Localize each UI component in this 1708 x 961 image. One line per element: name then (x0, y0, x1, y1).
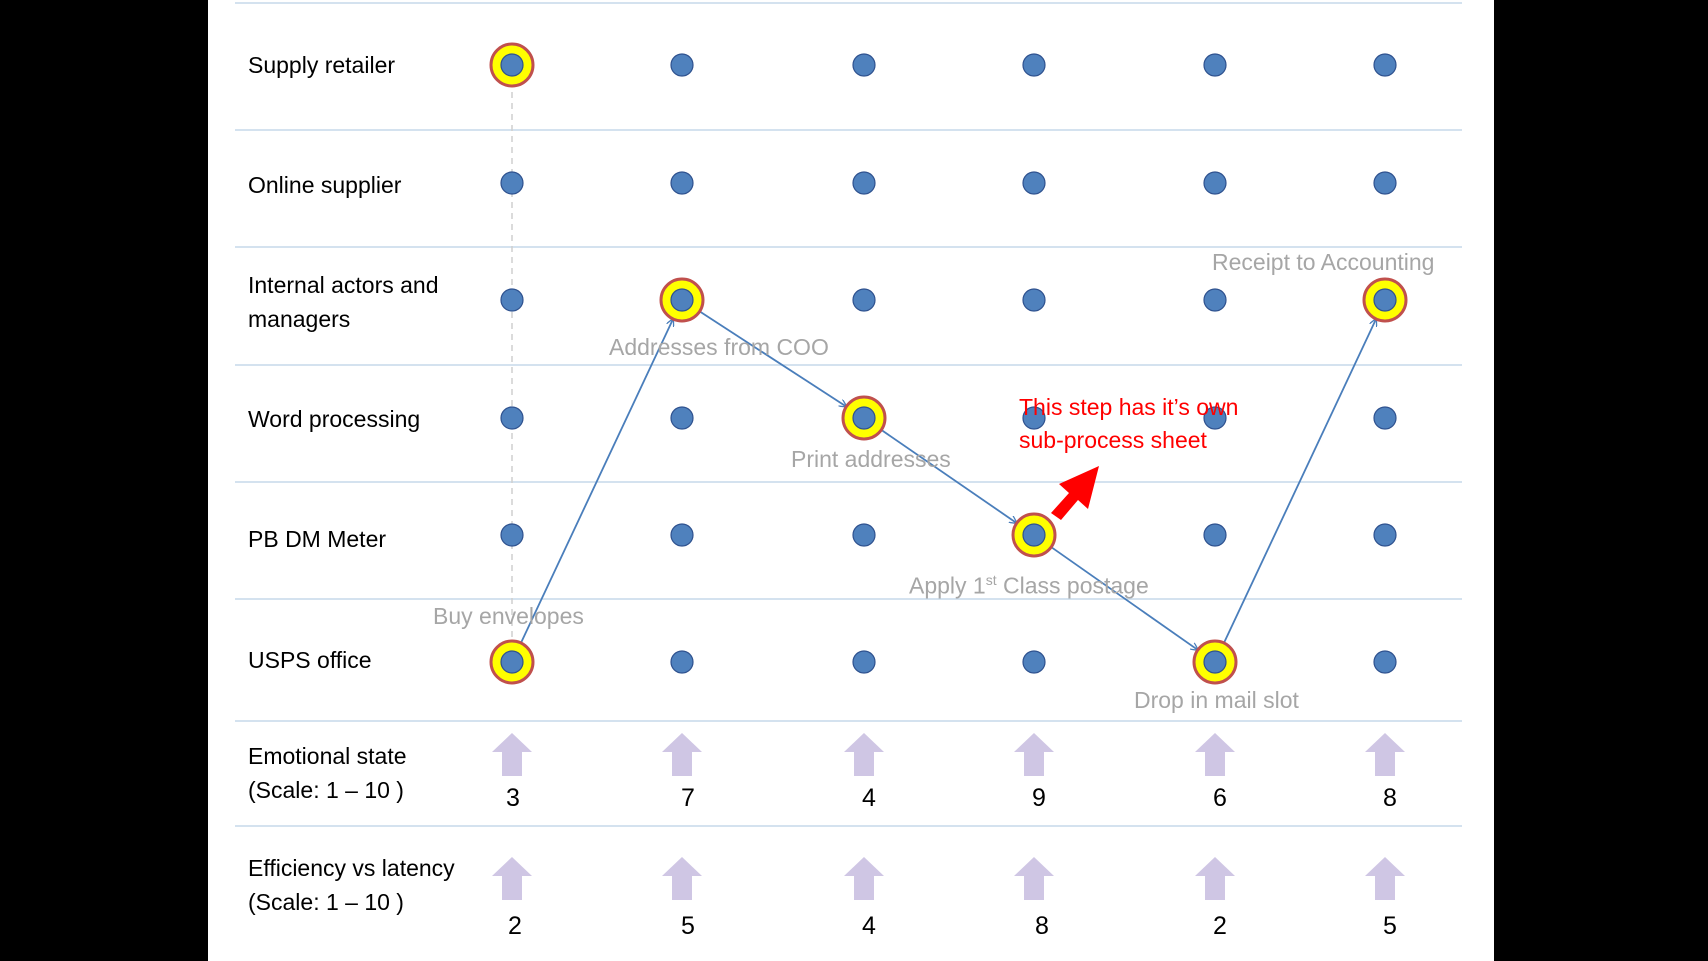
grid-node (500, 288, 524, 312)
emotional-score-1: 3 (506, 784, 520, 812)
metric-up-arrow-icon (844, 857, 884, 900)
grid-node (670, 288, 694, 312)
grid-node (1203, 288, 1227, 312)
grid-node (852, 53, 876, 77)
grid-node (852, 523, 876, 547)
step-label-buy-envelopes: Buy envelopes (433, 603, 584, 629)
process-diagram (235, 2, 1462, 900)
grid-node (1373, 406, 1397, 430)
metric-up-arrow-icon (492, 857, 532, 900)
row-label-word-processing: Word processing (248, 406, 421, 432)
grid-node (500, 171, 524, 195)
efficiency-score-4: 8 (1035, 912, 1049, 940)
grid-node (852, 288, 876, 312)
metric-up-arrow-icon (662, 857, 702, 900)
grid-node (1203, 406, 1227, 430)
metric-up-arrow-icon (1014, 857, 1054, 900)
grid-node (1373, 650, 1397, 674)
grid-node (1373, 53, 1397, 77)
row-label-usps-office: USPS office (248, 647, 372, 673)
step-label-receipt-to-accounting: Receipt to Accounting (1212, 249, 1435, 275)
note-arrow-icon (1051, 466, 1099, 520)
row-label-pb-dm-meter: PB DM Meter (248, 526, 387, 552)
grid-node (852, 406, 876, 430)
grid-node (1373, 523, 1397, 547)
metric-up-arrow-icon (1365, 733, 1405, 776)
efficiency-score-5: 2 (1213, 912, 1227, 940)
efficiency-score-2: 5 (681, 912, 695, 940)
emotional-score-6: 8 (1383, 784, 1397, 812)
row-label-supply-retailer: Supply retailer (248, 52, 396, 78)
metric-up-arrow-icon (492, 733, 532, 776)
grid-node (1022, 523, 1046, 547)
efficiency-score-3: 4 (862, 912, 876, 940)
grid-node (1203, 523, 1227, 547)
metric-up-arrow-icon (1195, 733, 1235, 776)
step-label-apply-postage: Apply 1st Class postage (909, 572, 1149, 599)
grid-node (1373, 288, 1397, 312)
grid-node (670, 650, 694, 674)
step-label-addresses-from-coo: Addresses from COO (609, 334, 829, 360)
efficiency-score-1: 2 (508, 912, 522, 940)
grid-node (852, 171, 876, 195)
row-label-internal-actors: Internal actors and managers (248, 272, 439, 332)
emotional-score-2: 7 (681, 784, 695, 812)
metric-up-arrow-icon (662, 733, 702, 776)
efficiency-score-6: 5 (1383, 912, 1397, 940)
metric-up-arrow-icon (1195, 857, 1235, 900)
metric-up-arrow-icon (1014, 733, 1054, 776)
step-label-print-addresses: Print addresses (791, 446, 951, 472)
metric-up-arrow-icon (844, 733, 884, 776)
grid-node (500, 650, 524, 674)
grid-node (670, 171, 694, 195)
grid-node (500, 523, 524, 547)
grid-node (1203, 650, 1227, 674)
grid-node (852, 650, 876, 674)
grid-node (1022, 406, 1046, 430)
metric-up-arrow-icon (1365, 857, 1405, 900)
grid-node (670, 406, 694, 430)
flow-arrow (1050, 546, 1198, 650)
flow-arrow (880, 429, 1016, 523)
grid-node (1022, 650, 1046, 674)
grid-node (1022, 53, 1046, 77)
emotional-score-3: 4 (862, 784, 876, 812)
metric-label-efficiency: Efficiency vs latency (Scale: 1 – 10 ) (248, 855, 455, 915)
sub-process-note: This step has it’s own sub-process sheet (1019, 394, 1239, 453)
flow-arrow (1223, 319, 1376, 644)
grid-node (670, 53, 694, 77)
step-label-drop-in-mail-slot: Drop in mail slot (1134, 687, 1299, 713)
slide: Supply retailer Online supplier Internal… (208, 0, 1494, 961)
emotional-score-4: 9 (1032, 784, 1046, 812)
row-label-online-supplier: Online supplier (248, 172, 402, 198)
grid-node (1022, 288, 1046, 312)
grid-node (670, 523, 694, 547)
grid-node (500, 53, 524, 77)
grid-node (1373, 171, 1397, 195)
flow-arrow (699, 310, 847, 406)
grid-node (1022, 171, 1046, 195)
grid-node (1203, 171, 1227, 195)
grid-node (500, 406, 524, 430)
emotional-score-5: 6 (1213, 784, 1227, 812)
metric-label-emotional-state: Emotional state (Scale: 1 – 10 ) (248, 743, 407, 803)
flow-arrow (520, 319, 673, 644)
grid-node (1203, 53, 1227, 77)
